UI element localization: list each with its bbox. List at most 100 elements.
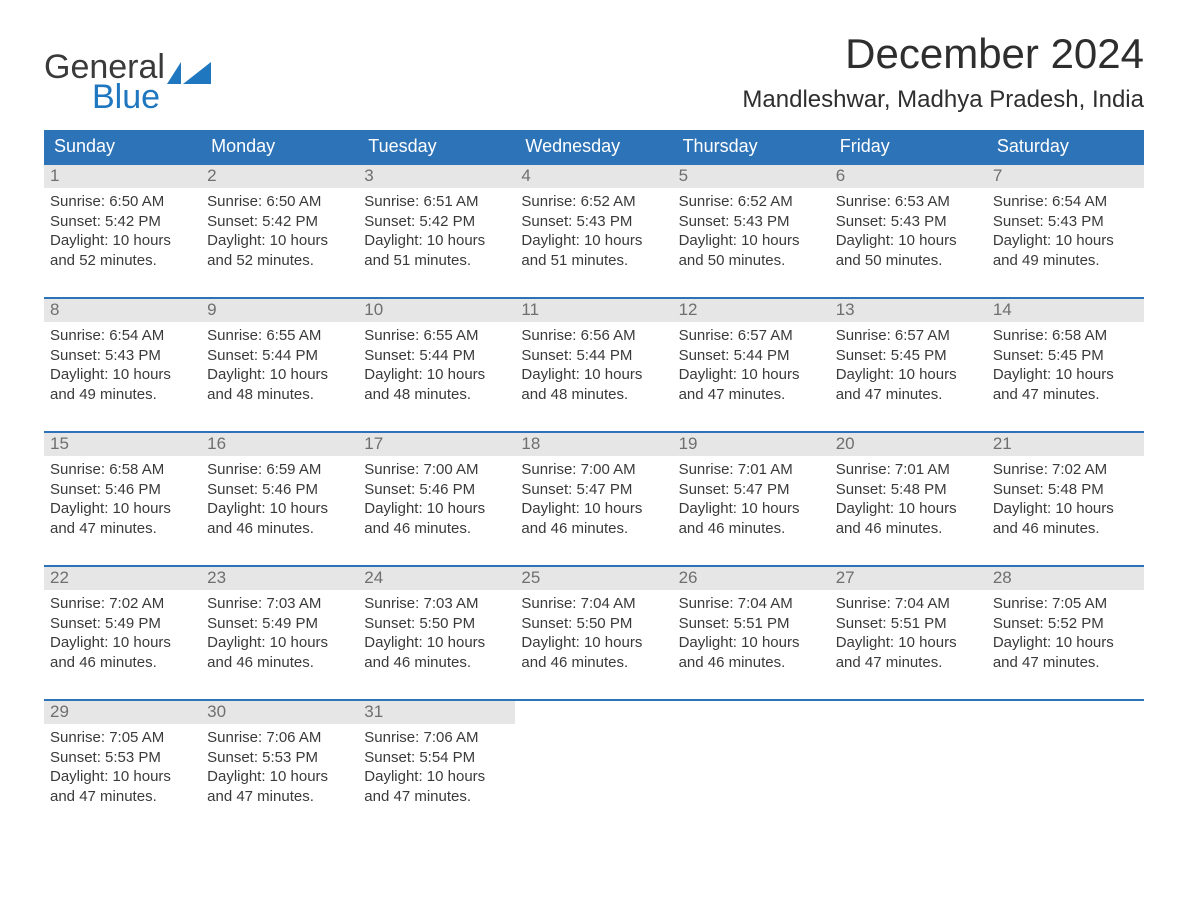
day-number: 18	[515, 433, 672, 456]
daylight-text-line2: and 51 minutes.	[364, 251, 509, 271]
day-number: 6	[830, 165, 987, 188]
day-number: 11	[515, 299, 672, 322]
day-number: 9	[201, 299, 358, 322]
sunrise-text: Sunrise: 6:58 AM	[993, 326, 1138, 346]
day-cell: 14Sunrise: 6:58 AMSunset: 5:45 PMDayligh…	[987, 299, 1144, 417]
day-cell: 25Sunrise: 7:04 AMSunset: 5:50 PMDayligh…	[515, 567, 672, 685]
daylight-text-line2: and 47 minutes.	[836, 385, 981, 405]
daylight-text-line2: and 52 minutes.	[50, 251, 195, 271]
brand-logo: General Blue	[44, 50, 211, 114]
sunrise-text: Sunrise: 7:05 AM	[50, 728, 195, 748]
sunrise-text: Sunrise: 6:54 AM	[50, 326, 195, 346]
day-cell: 18Sunrise: 7:00 AMSunset: 5:47 PMDayligh…	[515, 433, 672, 551]
week-row: 15Sunrise: 6:58 AMSunset: 5:46 PMDayligh…	[44, 431, 1144, 551]
day-details: Sunrise: 7:03 AMSunset: 5:50 PMDaylight:…	[358, 590, 515, 678]
sunset-text: Sunset: 5:42 PM	[50, 212, 195, 232]
day-cell	[673, 701, 830, 819]
weekday-header: Thursday	[673, 130, 830, 163]
sunrise-text: Sunrise: 6:51 AM	[364, 192, 509, 212]
sunrise-text: Sunrise: 6:57 AM	[679, 326, 824, 346]
day-cell	[515, 701, 672, 819]
day-number: 31	[358, 701, 515, 724]
sunrise-text: Sunrise: 7:04 AM	[836, 594, 981, 614]
daylight-text-line2: and 46 minutes.	[836, 519, 981, 539]
day-cell: 12Sunrise: 6:57 AMSunset: 5:44 PMDayligh…	[673, 299, 830, 417]
sunset-text: Sunset: 5:50 PM	[521, 614, 666, 634]
sunset-text: Sunset: 5:45 PM	[836, 346, 981, 366]
day-number: 1	[44, 165, 201, 188]
day-details: Sunrise: 6:55 AMSunset: 5:44 PMDaylight:…	[201, 322, 358, 410]
daylight-text-line1: Daylight: 10 hours	[207, 365, 352, 385]
day-number: 21	[987, 433, 1144, 456]
sunset-text: Sunset: 5:51 PM	[836, 614, 981, 634]
day-cell: 16Sunrise: 6:59 AMSunset: 5:46 PMDayligh…	[201, 433, 358, 551]
daylight-text-line2: and 51 minutes.	[521, 251, 666, 271]
sunset-text: Sunset: 5:48 PM	[836, 480, 981, 500]
daylight-text-line1: Daylight: 10 hours	[679, 633, 824, 653]
daylight-text-line1: Daylight: 10 hours	[50, 499, 195, 519]
day-cell: 9Sunrise: 6:55 AMSunset: 5:44 PMDaylight…	[201, 299, 358, 417]
sunset-text: Sunset: 5:43 PM	[50, 346, 195, 366]
daylight-text-line1: Daylight: 10 hours	[364, 231, 509, 251]
sunrise-text: Sunrise: 7:06 AM	[364, 728, 509, 748]
weekday-header-row: Sunday Monday Tuesday Wednesday Thursday…	[44, 130, 1144, 163]
daylight-text-line2: and 48 minutes.	[207, 385, 352, 405]
sunset-text: Sunset: 5:49 PM	[50, 614, 195, 634]
sunrise-text: Sunrise: 7:04 AM	[679, 594, 824, 614]
day-cell: 8Sunrise: 6:54 AMSunset: 5:43 PMDaylight…	[44, 299, 201, 417]
weekday-header: Friday	[830, 130, 987, 163]
day-cell: 24Sunrise: 7:03 AMSunset: 5:50 PMDayligh…	[358, 567, 515, 685]
week-row: 22Sunrise: 7:02 AMSunset: 5:49 PMDayligh…	[44, 565, 1144, 685]
sunset-text: Sunset: 5:49 PM	[207, 614, 352, 634]
day-cell: 5Sunrise: 6:52 AMSunset: 5:43 PMDaylight…	[673, 165, 830, 283]
sunset-text: Sunset: 5:43 PM	[679, 212, 824, 232]
sunrise-text: Sunrise: 6:54 AM	[993, 192, 1138, 212]
sunset-text: Sunset: 5:44 PM	[521, 346, 666, 366]
sunrise-text: Sunrise: 6:50 AM	[207, 192, 352, 212]
day-number: 30	[201, 701, 358, 724]
daylight-text-line2: and 46 minutes.	[521, 653, 666, 673]
week-row: 8Sunrise: 6:54 AMSunset: 5:43 PMDaylight…	[44, 297, 1144, 417]
day-details: Sunrise: 6:56 AMSunset: 5:44 PMDaylight:…	[515, 322, 672, 410]
day-number: 12	[673, 299, 830, 322]
daylight-text-line1: Daylight: 10 hours	[50, 767, 195, 787]
daylight-text-line1: Daylight: 10 hours	[836, 633, 981, 653]
day-details: Sunrise: 6:50 AMSunset: 5:42 PMDaylight:…	[44, 188, 201, 276]
daylight-text-line1: Daylight: 10 hours	[521, 231, 666, 251]
daylight-text-line2: and 46 minutes.	[364, 519, 509, 539]
day-number: 24	[358, 567, 515, 590]
daylight-text-line1: Daylight: 10 hours	[679, 231, 824, 251]
sunrise-text: Sunrise: 7:05 AM	[993, 594, 1138, 614]
daylight-text-line1: Daylight: 10 hours	[993, 499, 1138, 519]
daylight-text-line2: and 48 minutes.	[521, 385, 666, 405]
daylight-text-line2: and 47 minutes.	[364, 787, 509, 807]
sunset-text: Sunset: 5:42 PM	[364, 212, 509, 232]
day-details: Sunrise: 6:57 AMSunset: 5:45 PMDaylight:…	[830, 322, 987, 410]
daylight-text-line2: and 49 minutes.	[993, 251, 1138, 271]
day-details: Sunrise: 6:50 AMSunset: 5:42 PMDaylight:…	[201, 188, 358, 276]
day-number: 3	[358, 165, 515, 188]
sunset-text: Sunset: 5:46 PM	[207, 480, 352, 500]
sunset-text: Sunset: 5:42 PM	[207, 212, 352, 232]
daylight-text-line1: Daylight: 10 hours	[836, 499, 981, 519]
daylight-text-line1: Daylight: 10 hours	[50, 633, 195, 653]
day-cell: 27Sunrise: 7:04 AMSunset: 5:51 PMDayligh…	[830, 567, 987, 685]
daylight-text-line2: and 47 minutes.	[207, 787, 352, 807]
day-cell: 1Sunrise: 6:50 AMSunset: 5:42 PMDaylight…	[44, 165, 201, 283]
day-cell: 29Sunrise: 7:05 AMSunset: 5:53 PMDayligh…	[44, 701, 201, 819]
daylight-text-line1: Daylight: 10 hours	[993, 231, 1138, 251]
day-details: Sunrise: 7:05 AMSunset: 5:53 PMDaylight:…	[44, 724, 201, 812]
day-details: Sunrise: 7:00 AMSunset: 5:47 PMDaylight:…	[515, 456, 672, 544]
sunset-text: Sunset: 5:43 PM	[993, 212, 1138, 232]
daylight-text-line1: Daylight: 10 hours	[836, 365, 981, 385]
day-number: 26	[673, 567, 830, 590]
day-cell: 21Sunrise: 7:02 AMSunset: 5:48 PMDayligh…	[987, 433, 1144, 551]
daylight-text-line2: and 46 minutes.	[207, 519, 352, 539]
sunset-text: Sunset: 5:46 PM	[364, 480, 509, 500]
sunset-text: Sunset: 5:53 PM	[207, 748, 352, 768]
day-details: Sunrise: 7:04 AMSunset: 5:51 PMDaylight:…	[673, 590, 830, 678]
day-cell: 4Sunrise: 6:52 AMSunset: 5:43 PMDaylight…	[515, 165, 672, 283]
day-details: Sunrise: 6:58 AMSunset: 5:46 PMDaylight:…	[44, 456, 201, 544]
day-details: Sunrise: 7:06 AMSunset: 5:53 PMDaylight:…	[201, 724, 358, 812]
sunrise-text: Sunrise: 7:01 AM	[836, 460, 981, 480]
